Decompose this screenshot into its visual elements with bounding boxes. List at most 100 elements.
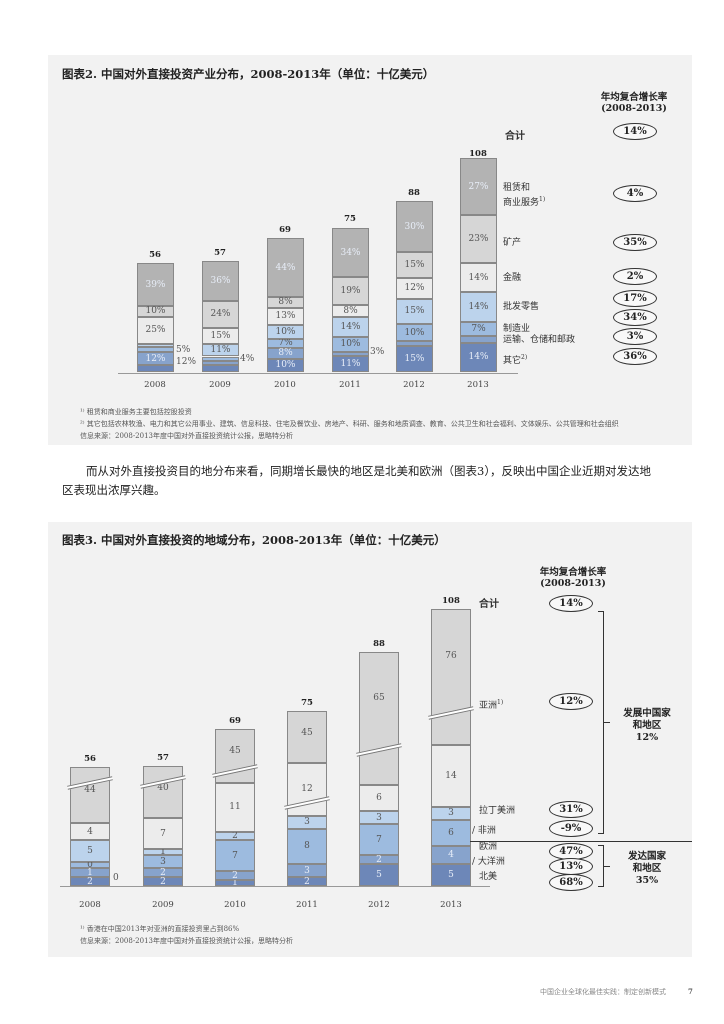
chart2-segment: 14% bbox=[460, 342, 497, 372]
chart2-segment: 15% bbox=[202, 327, 239, 345]
chart3-cagr-oceania: 13% bbox=[549, 858, 593, 875]
chart2-segment: 7% bbox=[460, 321, 497, 337]
chart2-segment: 8% bbox=[332, 305, 369, 317]
chart2-segment: 15% bbox=[396, 298, 433, 325]
chart2-segment: 44% bbox=[267, 238, 304, 298]
chart3-total-2009: 57 bbox=[157, 753, 169, 763]
chart3-bar-2010: 1 2 7 2 11 45 bbox=[215, 729, 255, 888]
chart3-side-label-2008-europe: 0 bbox=[113, 873, 119, 883]
chart3-cagr-latam: 31% bbox=[549, 801, 593, 818]
chart3-segment-亚洲: 44 bbox=[70, 767, 110, 823]
chart3-segment-欧洲: 6 bbox=[431, 820, 471, 847]
chart2-segment: 34% bbox=[332, 227, 369, 278]
chart3-segment-拉丁美洲: 4 bbox=[70, 822, 110, 841]
chart3-segment-拉丁美洲: 7 bbox=[143, 818, 183, 850]
chart3-segment-北美: 2 bbox=[287, 877, 327, 887]
chart3-bar-2008: 2 1 0 5 4 44 bbox=[70, 767, 110, 887]
chart2-segment: 10% bbox=[267, 358, 304, 372]
chart3-segment-欧洲: 0 bbox=[70, 860, 110, 870]
chart2-bar-2012: 15% 10% 15% 12% 15% 30% bbox=[396, 201, 433, 372]
chart3-segment-亚洲: 40 bbox=[143, 766, 183, 819]
chart3-cagr-total: 14% bbox=[549, 595, 593, 612]
chart3-segment-亚洲: 45 bbox=[287, 711, 327, 763]
chart2-side-label-2009-trans: 4% bbox=[240, 354, 255, 364]
chart3-cagr-asia: 12% bbox=[549, 693, 593, 710]
chart3-segment-拉丁美洲: 6 bbox=[359, 784, 399, 812]
chart3-xlabel-2008: 2008 bbox=[79, 900, 101, 910]
chart3-source: 信息来源：2008-2013年度中国对外直接投资统计公报，思略特分析 bbox=[80, 937, 293, 945]
chart3-segment-北美: 1 bbox=[215, 878, 255, 888]
chart2-source: 信息来源：2008-2013年度中国对外直接投资统计公报，思略特分析 bbox=[80, 432, 293, 440]
chart3-segment-非洲: 5 bbox=[70, 840, 110, 863]
chart2-segment: 10% bbox=[137, 305, 174, 317]
chart3-bar-2009: 2 2 3 1 7 40 bbox=[143, 766, 183, 887]
chart3-segment-大洋洲: 2 bbox=[215, 871, 255, 881]
page-number: 7 bbox=[688, 987, 693, 996]
chart2-total-2011: 75 bbox=[344, 213, 356, 224]
chart2-side-label-2011-trans: 3% bbox=[370, 347, 385, 357]
chart2-segment: 25% bbox=[137, 316, 174, 344]
chart2-segment: 14% bbox=[460, 292, 497, 322]
chart2-segment: 23% bbox=[460, 214, 497, 264]
chart3-xlabel-2010: 2010 bbox=[224, 900, 246, 910]
chart3-xlabel-2011: 2011 bbox=[296, 900, 318, 910]
chart2-side-label-2008-manuf: 5% bbox=[176, 345, 191, 355]
chart3-segment-欧洲: 3 bbox=[143, 855, 183, 869]
chart2-total-2009: 57 bbox=[214, 248, 226, 259]
chart2-segment: 10% bbox=[267, 325, 304, 339]
developing-bracket bbox=[598, 611, 604, 834]
chart2-xlabel-2013: 2013 bbox=[467, 380, 489, 390]
chart2-xlabel-2011: 2011 bbox=[339, 380, 361, 390]
chart2-cagr-finance: 2% bbox=[613, 268, 657, 285]
chart3-total-2010: 69 bbox=[229, 716, 241, 726]
chart2-bar-2008: 12% 25% 10% 39% bbox=[137, 263, 174, 372]
chart3-group-divider bbox=[470, 841, 692, 842]
chart2-bar-2009: 11% 15% 24% 36% bbox=[202, 261, 239, 372]
chart3-segment-非洲: 3 bbox=[431, 806, 471, 820]
chart2-segment: 15% bbox=[396, 252, 433, 279]
chart2-cat-retail: 批发零售 bbox=[503, 302, 540, 312]
chart2-segment bbox=[137, 343, 174, 347]
chart3-total-label: 合计 bbox=[479, 599, 499, 610]
chart2-segment: 10% bbox=[332, 337, 369, 352]
chart2-cat-manufacturing: 制造业 bbox=[503, 324, 531, 334]
chart2-cat-other: 其它2) bbox=[503, 354, 528, 366]
developing-group-label: 发展中国家 和地区 12% bbox=[623, 708, 671, 743]
chart3-title: 图表3. 中国对外直接投资的地域分布，2008-2013年（单位：十亿美元） bbox=[62, 533, 446, 547]
chart2-segment: 13% bbox=[267, 307, 304, 326]
chart2-cagr-other: 36% bbox=[613, 348, 657, 365]
chart3-total-2012: 88 bbox=[373, 639, 385, 649]
chart3-total-2013: 108 bbox=[442, 596, 460, 606]
chart2-cat-transport: 运输、仓储和邮政 bbox=[503, 335, 576, 345]
chart2-xlabel-2012: 2012 bbox=[403, 380, 425, 390]
chart3-x-axis bbox=[60, 886, 490, 887]
chart3-segment-亚洲: 45 bbox=[215, 729, 255, 784]
chart3-segment-欧洲: 7 bbox=[359, 824, 399, 856]
chart2-total-2012: 88 bbox=[408, 188, 420, 199]
chart3-xlabel-2013: 2013 bbox=[440, 900, 462, 910]
chart3-segment-非洲: 3 bbox=[287, 815, 327, 829]
chart3-cagr-africa: -9% bbox=[549, 820, 593, 837]
chart2-segment: 15% bbox=[396, 346, 433, 372]
chart2-segment: 12% bbox=[137, 352, 174, 366]
chart2-cagr-manufacturing: 34% bbox=[613, 309, 657, 326]
chart2-segment: 30% bbox=[396, 201, 433, 253]
chart2-segment bbox=[396, 341, 433, 347]
chart2-segment bbox=[332, 351, 369, 356]
chart3-segment-北美: 2 bbox=[143, 877, 183, 887]
chart3-segment-欧洲: 7 bbox=[215, 840, 255, 872]
chart2-segment: 8% bbox=[267, 347, 304, 359]
chart2-segment: 19% bbox=[332, 277, 369, 306]
chart2-total-2013: 108 bbox=[469, 149, 487, 160]
chart2-segment bbox=[202, 356, 239, 361]
chart3-segment-亚洲: 76 bbox=[431, 609, 471, 746]
chart3-segment-北美: 5 bbox=[431, 864, 471, 886]
developed-group-label: 发达国家 和地区 35% bbox=[627, 851, 666, 886]
chart3-region-latam: 拉丁美洲 bbox=[479, 806, 516, 816]
chart2-cagr-header: 年均复合增长率 (2008-2013) bbox=[600, 92, 668, 114]
chart3-bar-2012: 5 2 7 3 6 65 bbox=[359, 652, 399, 886]
chart3-cagr-na: 68% bbox=[549, 874, 593, 891]
chart2-cat-mining: 矿产 bbox=[503, 238, 522, 248]
chart2-segment bbox=[137, 347, 174, 353]
chart2-segment: 11% bbox=[332, 355, 369, 372]
